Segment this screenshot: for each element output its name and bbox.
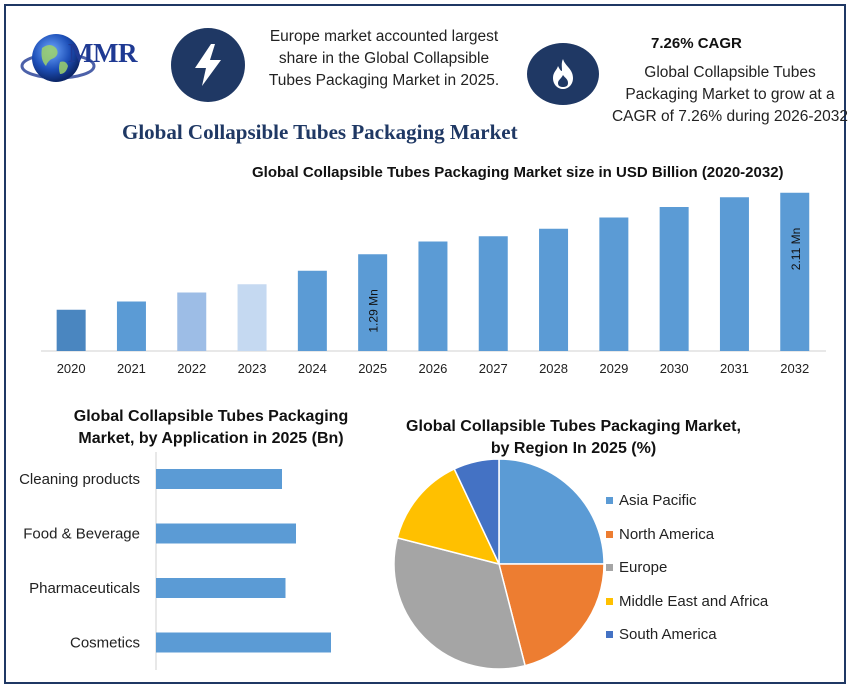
legend-label: South America <box>619 626 717 644</box>
x-tick-label: 2031 <box>720 361 749 376</box>
hbar-pharmaceuticals <box>156 578 286 598</box>
hbar-food-beverage <box>156 523 296 544</box>
hbar-cosmetics <box>156 632 331 653</box>
globe-icon <box>32 34 80 82</box>
headline-text: Europe market accounted largest share in… <box>268 28 500 89</box>
legend-item: Asia Pacific <box>606 484 768 518</box>
bar-2029 <box>599 217 629 351</box>
pie-slice-south-america <box>453 458 500 565</box>
flame-icon <box>527 43 599 105</box>
bar-2031 <box>719 197 749 351</box>
cagr-title: 7.26% CAGR <box>651 35 742 52</box>
legend-swatch <box>606 564 613 572</box>
category-label: Cleaning products <box>19 471 140 488</box>
bar-2027 <box>478 236 508 351</box>
data-label: 1.29 Mn <box>367 289 381 332</box>
legend-label: North America <box>619 525 715 543</box>
main-title: Global Collapsible Tubes Packaging Marke… <box>122 120 518 144</box>
region-pie-chart <box>393 458 605 670</box>
legend-item: South America <box>606 618 768 652</box>
legend-label: Middle East and Africa <box>619 592 769 610</box>
pie-slice-asia-pacific <box>498 458 605 565</box>
legend-item: North America <box>606 518 768 552</box>
bar-2023 <box>237 284 267 351</box>
category-label: Pharmaceuticals <box>29 580 140 597</box>
legend-item: Middle East and Africa <box>606 585 768 619</box>
x-tick-label: 2021 <box>117 361 146 376</box>
x-tick-label: 2030 <box>660 361 689 376</box>
pie-slice-middle-east-and-africa <box>396 467 501 566</box>
market-size-bar-chart: 2020 2021 2022 2023 2024 2025 1.29 Mn 2026 2027 2… <box>41 192 826 376</box>
x-tick-label: 2032 <box>780 361 809 376</box>
pie-slice-north-america <box>498 563 605 667</box>
x-tick-label: 2023 <box>238 361 267 376</box>
region-chart-title: Global Collapsible Tubes Packaging Marke… <box>406 418 741 457</box>
bar-2026 <box>418 241 448 351</box>
x-tick-label: 2029 <box>599 361 628 376</box>
bar-2020 <box>56 309 86 351</box>
data-label: 2.11 Mn <box>789 228 803 270</box>
region-legend: Asia Pacific North America Europe Middle Ea… <box>606 484 768 652</box>
category-label: Cosmetics <box>70 635 140 652</box>
bar-2021 <box>116 301 146 351</box>
bar-2028 <box>539 228 569 351</box>
x-tick-label: 2027 <box>479 361 508 376</box>
legend-label: Europe <box>619 559 668 577</box>
bar-2030 <box>659 207 689 351</box>
x-tick-label: 2025 <box>358 361 387 376</box>
x-tick-label: 2022 <box>177 361 206 376</box>
cagr-text: Global Collapsible Tubes Packaging Marke… <box>611 64 849 125</box>
logo-text: MMR <box>68 38 137 68</box>
legend-swatch <box>606 497 613 505</box>
application-chart-title: Global Collapsible Tubes Packaging Marke… <box>73 408 349 447</box>
x-tick-label: 2024 <box>298 361 327 376</box>
x-tick-label: 2020 <box>57 361 86 376</box>
infographic-frame: MMR Europe market accounted largest shar… <box>4 4 849 684</box>
x-tick-label: 2028 <box>539 361 568 376</box>
x-tick-label: 2026 <box>418 361 447 376</box>
legend-label: Asia Pacific <box>619 492 697 510</box>
application-bar-chart: Cleaning products Food & Beverage Pharmace… <box>19 452 331 670</box>
bar-2032 <box>780 192 810 351</box>
hbar-cleaning-products <box>156 469 282 489</box>
bar-2024 <box>297 270 327 351</box>
legend-swatch <box>606 597 613 605</box>
pie-slice-europe <box>393 536 527 670</box>
legend-item: Europe <box>606 551 768 585</box>
legend-swatch <box>606 530 613 538</box>
bar-2022 <box>177 292 207 351</box>
mmr-logo <box>20 34 96 82</box>
category-label: Food & Beverage <box>23 526 140 543</box>
lightning-bolt-icon <box>171 28 245 102</box>
bar-2025 <box>358 254 388 351</box>
bar-chart-title: Global Collapsible Tubes Packaging Marke… <box>252 164 784 181</box>
legend-swatch <box>606 631 613 639</box>
